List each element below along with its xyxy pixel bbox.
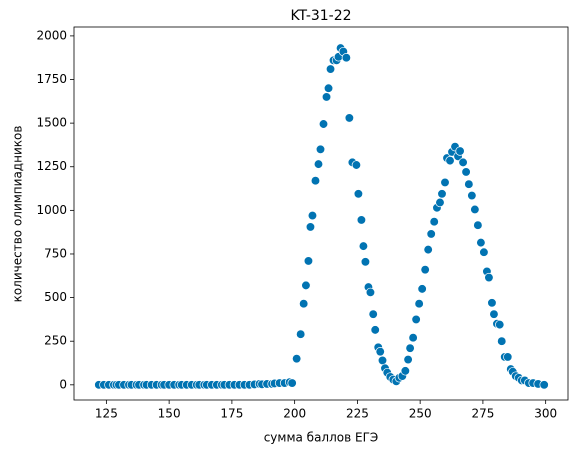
point [467,190,477,201]
point [299,299,309,309]
point [408,333,418,343]
point [321,92,332,102]
point [420,265,430,275]
point [400,366,410,376]
y-tick-label: 2000 [36,28,67,42]
y-tick-label: 0 [59,377,67,391]
point [358,241,369,251]
point [464,179,474,189]
point [414,299,424,309]
point [377,355,388,366]
y-tick-label: 250 [44,334,67,348]
y-tick-label: 1750 [36,72,67,86]
point [353,189,364,199]
y-tick-label: 750 [44,246,67,260]
point [473,220,483,230]
point [476,237,486,248]
point [292,354,302,364]
point [318,119,329,129]
point [313,159,324,169]
point [417,284,427,294]
point [497,336,507,346]
y-tick-label: 1000 [36,203,67,217]
x-tick-label: 250 [409,407,432,421]
plot-frame [73,26,569,401]
x-tick-label: 300 [534,407,557,421]
point [323,83,334,93]
point [411,314,421,325]
y-tick-label: 1250 [36,159,67,173]
point [445,155,455,166]
point [351,160,362,170]
chart-title: KT-31-22 [290,8,351,24]
point [503,352,513,362]
point [405,343,415,353]
point [307,210,318,221]
x-tick-label: 200 [283,407,306,421]
point [458,157,468,168]
point [287,378,297,388]
point [305,222,316,232]
point [440,177,450,188]
point [484,272,494,283]
x-axis-label: сумма баллов ЕГЭ [264,431,379,445]
x-tick-label: 225 [346,407,369,421]
x-tick-label: 150 [158,407,181,421]
point [375,347,385,357]
point [303,256,314,266]
point [365,287,376,298]
point [455,146,465,156]
point [360,257,371,267]
point [429,217,439,227]
point [370,325,380,335]
x-tick-label: 275 [471,407,494,421]
point [310,176,321,186]
point [489,309,499,319]
point [461,167,471,177]
point [296,329,306,339]
point [487,298,497,308]
point [325,64,336,74]
point [479,247,489,257]
point [470,204,480,215]
point [539,380,549,390]
y-tick-label: 500 [44,290,67,304]
point [437,189,447,199]
point [403,354,413,365]
point [368,309,378,319]
point [344,113,355,123]
point [435,197,445,208]
y-tick-label: 1500 [36,116,67,130]
point [426,229,436,239]
x-tick-label: 125 [95,407,118,421]
point [495,319,505,330]
point [301,280,311,291]
point [315,144,326,154]
point [341,53,352,63]
x-tick-label: 175 [220,407,243,421]
point [423,244,433,255]
y-axis-label: количество олимпиадников [11,126,25,303]
point [356,215,367,225]
